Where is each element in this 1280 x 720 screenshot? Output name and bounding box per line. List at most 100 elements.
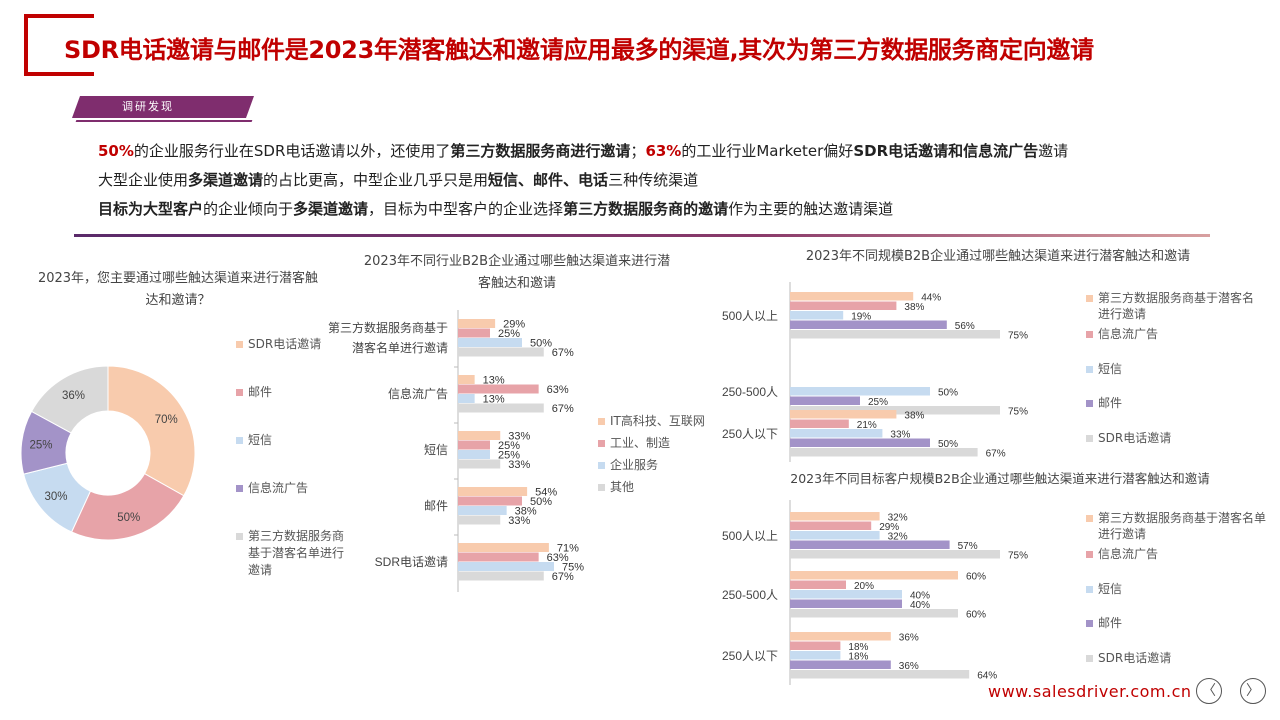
bar bbox=[458, 496, 522, 506]
findings-badge: 调研发现 bbox=[122, 100, 174, 113]
finding-text: ，目标为中型客户的企业选择 bbox=[368, 200, 564, 218]
finding-text: 邀请 bbox=[1038, 142, 1069, 160]
bar-value-label: 38% bbox=[904, 411, 924, 422]
legend-swatch bbox=[236, 437, 243, 444]
bar-value-label: 25% bbox=[498, 328, 520, 340]
prev-page-button[interactable]: 〈 bbox=[1196, 678, 1222, 704]
bar-value-label: 63% bbox=[547, 552, 569, 564]
finding-bold: SDR电话邀请和信息流广告 bbox=[853, 142, 1039, 160]
bar bbox=[790, 410, 897, 419]
bar-value-label: 32% bbox=[888, 532, 908, 543]
legend-label: 第三方数据服务商 bbox=[248, 529, 345, 543]
bar-value-label: 60% bbox=[966, 572, 986, 583]
finding-bold: 短信、邮件、电话 bbox=[488, 171, 609, 189]
bar bbox=[790, 540, 950, 549]
bar-value-label: 50% bbox=[530, 496, 552, 508]
bar bbox=[790, 396, 860, 405]
bar-value-label: 67% bbox=[552, 347, 574, 359]
finding-highlight: 50% bbox=[98, 142, 134, 160]
finding-text: 三种传统渠道 bbox=[608, 171, 699, 189]
bar-value-label: 25% bbox=[868, 397, 888, 408]
legend-item: 企业服务 bbox=[598, 457, 658, 474]
bar bbox=[790, 292, 914, 301]
bar bbox=[790, 448, 978, 457]
finding-text: 大型企业使用 bbox=[98, 171, 189, 189]
category-label: 邮件 bbox=[424, 499, 448, 513]
target-chart-title: 2023年不同目标客户规模B2B企业通过哪些触达渠道来进行潜客触达和邀请 bbox=[790, 471, 1210, 486]
legend-swatch bbox=[598, 462, 605, 469]
legend-label: 邮件 bbox=[1098, 396, 1123, 410]
finding-bold: 第三方数据服务商的邀请 bbox=[563, 200, 729, 218]
finding-text: ； bbox=[630, 142, 646, 160]
category-label: 250-500人 bbox=[722, 385, 778, 399]
bar-value-label: 19% bbox=[851, 312, 871, 323]
legend-label: SDR电话邀请 bbox=[1098, 651, 1172, 665]
legend-label: 其他 bbox=[610, 480, 635, 494]
bar bbox=[790, 599, 902, 608]
bar-value-label: 75% bbox=[1008, 407, 1028, 418]
bar-value-label: 60% bbox=[966, 610, 986, 621]
legend-swatch bbox=[236, 389, 243, 396]
legend-item: 短信 bbox=[1086, 581, 1122, 597]
bar bbox=[458, 328, 490, 338]
bar bbox=[458, 562, 554, 571]
bar bbox=[458, 347, 544, 357]
bar bbox=[458, 506, 507, 515]
bar bbox=[458, 384, 539, 394]
category-label: 500人以上 bbox=[722, 309, 778, 323]
donut-slice bbox=[107, 365, 196, 497]
bar bbox=[458, 338, 522, 347]
category-label: 250人以下 bbox=[722, 649, 778, 663]
donut-slice-label: 25% bbox=[30, 439, 53, 451]
badge-underline bbox=[75, 120, 253, 122]
bar-value-label: 33% bbox=[508, 515, 530, 527]
legend-item: 邮件 bbox=[1086, 395, 1122, 411]
finding-text: 的工业行业Marketer偏好 bbox=[681, 142, 854, 160]
bar bbox=[458, 552, 539, 562]
finding-text: 作为主要的触达邀请渠道 bbox=[728, 200, 894, 218]
bar-value-label: 29% bbox=[879, 522, 899, 533]
legend-label: 信息流广告 bbox=[1098, 547, 1159, 561]
legend-label: 短信 bbox=[248, 433, 273, 447]
page-title: SDR电话邀请与邮件是2023年潜客触达和邀请应用最多的渠道,其次为第三方数据服… bbox=[64, 36, 1094, 64]
donut-slice bbox=[30, 365, 109, 434]
legend-label: 进行邀请 bbox=[1098, 307, 1147, 321]
bar-value-label: 32% bbox=[888, 513, 908, 524]
next-page-button[interactable]: 〉 bbox=[1240, 678, 1266, 704]
legend-swatch bbox=[1086, 295, 1093, 302]
donut-slice-label: 70% bbox=[155, 414, 178, 426]
legend-label: IT高科技、互联网 bbox=[610, 414, 705, 428]
legend-item: SDR电话邀请 bbox=[236, 336, 321, 353]
legend-label: 短信 bbox=[1098, 362, 1123, 376]
bar-value-label: 18% bbox=[848, 652, 868, 663]
title-bracket-decoration bbox=[24, 14, 94, 76]
bar bbox=[790, 419, 849, 428]
bar-value-label: 63% bbox=[547, 384, 569, 396]
legend-label: 邮件 bbox=[248, 385, 273, 399]
bar bbox=[790, 670, 970, 679]
bar bbox=[790, 660, 891, 669]
legend-label: 工业、制造 bbox=[610, 436, 671, 450]
legend-swatch bbox=[1086, 655, 1093, 662]
finding-bold: 多渠道邀请 bbox=[293, 200, 369, 218]
section-divider bbox=[74, 234, 1210, 237]
bar bbox=[790, 590, 902, 599]
footer-website-link[interactable]: www.salesdriver.com.cn bbox=[988, 682, 1192, 701]
bar-value-label: 33% bbox=[890, 430, 910, 441]
legend-label: 基于潜客名单进行 bbox=[248, 546, 345, 560]
bar-value-label: 38% bbox=[904, 302, 924, 313]
finding-bold: 第三方数据服务商进行邀请 bbox=[450, 142, 631, 160]
bar bbox=[458, 571, 544, 581]
legend-label: 信息流广告 bbox=[248, 481, 309, 495]
legend-swatch bbox=[1086, 515, 1093, 522]
legend-label: 企业服务 bbox=[610, 458, 659, 472]
bar bbox=[458, 515, 501, 525]
bar bbox=[790, 609, 958, 618]
finding-bold: 目标为大型客户 bbox=[98, 200, 204, 218]
bar-value-label: 13% bbox=[483, 375, 505, 387]
bar bbox=[790, 429, 883, 438]
bar bbox=[458, 431, 501, 440]
legend-swatch bbox=[1086, 551, 1093, 558]
bar-value-label: 67% bbox=[552, 571, 574, 583]
legend-label: 短信 bbox=[1098, 582, 1123, 596]
